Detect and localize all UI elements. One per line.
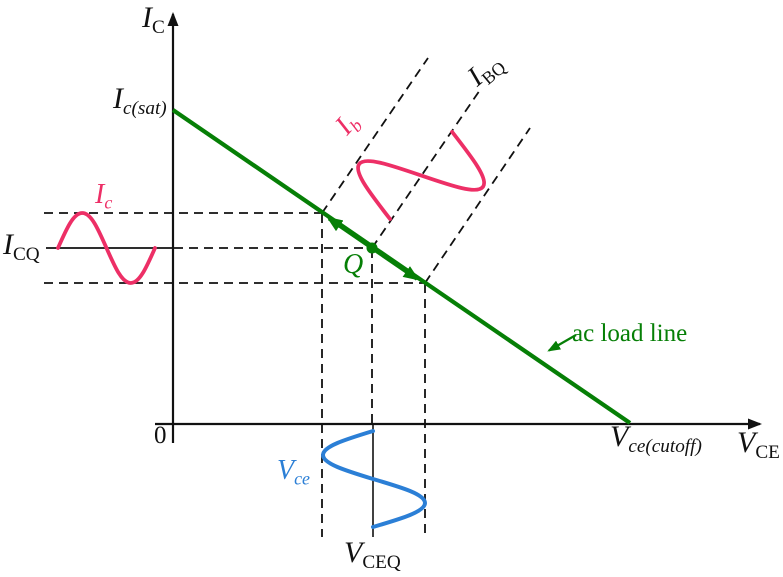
label-y-axis-ic: IC: [142, 1, 165, 39]
ib-min-dashed-line: [424, 127, 531, 284]
label-ic-sat: Ic(sat): [113, 82, 167, 120]
ic-sine-wave: [56, 211, 157, 285]
label-ic-wave: Ic: [95, 179, 113, 213]
vce-sine-wave: [320, 429, 428, 529]
ac-load-line-pointer-arrow-icon: [547, 334, 577, 352]
label-origin-zero: 0: [154, 422, 167, 449]
swing-arrow-up-icon: [326, 216, 374, 250]
label-x-axis-vce: VCE: [737, 426, 780, 464]
ibq-dashed-line: [371, 86, 483, 249]
label-vceq: VCEQ: [344, 536, 401, 574]
ib-sine-wave: [356, 129, 487, 221]
label-vce-wave: Vce: [277, 455, 311, 489]
q-point-dot: [366, 242, 378, 254]
swing-arrow-down-icon: [370, 246, 420, 281]
label-q-point: Q: [343, 249, 364, 280]
label-vce-cutoff: Vce(cutoff): [610, 420, 702, 458]
ib-max-dashed-line: [321, 57, 429, 214]
label-icq: ICQ: [3, 228, 40, 266]
label-ac-load-line: ac load line: [572, 320, 688, 347]
